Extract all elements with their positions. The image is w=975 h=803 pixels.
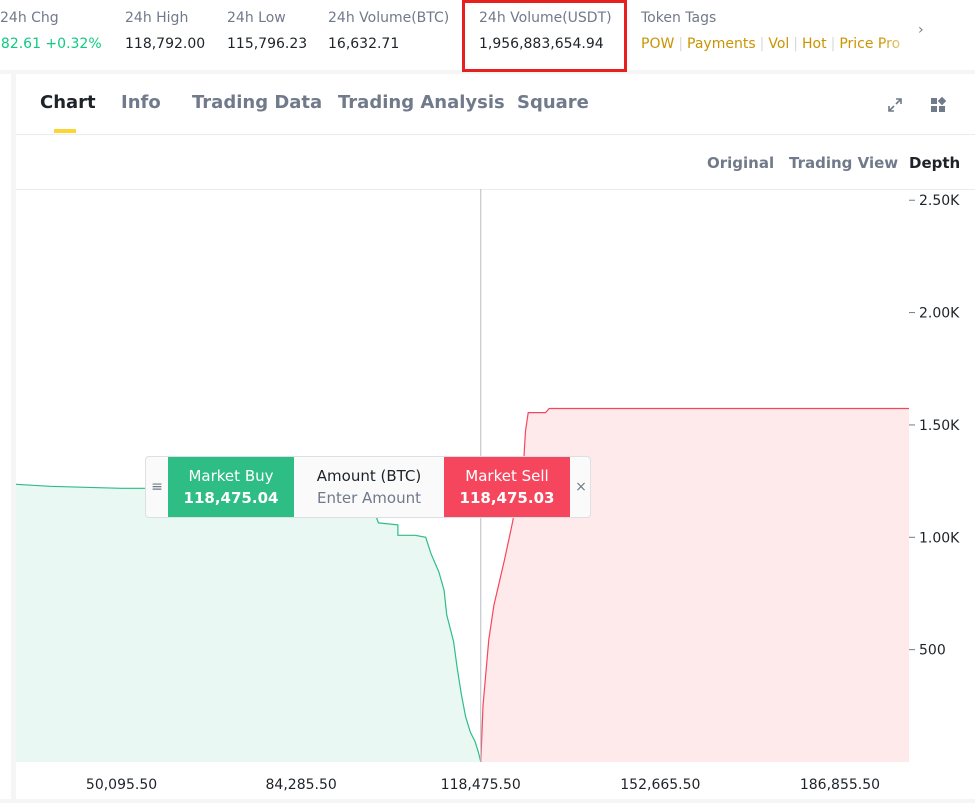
view-trading-view[interactable]: Trading View [789, 154, 899, 172]
tab-trading-analysis[interactable]: Trading Analysis [338, 92, 505, 113]
token-tags: Token Tags POW | Payments | Vol | Hot | Price Pr… [641, 10, 916, 52]
stat-change: 24h Chg 382.61 +0.32% [0, 10, 102, 52]
stat-value: 382.61 +0.32% [0, 36, 102, 52]
x-tick-label: 84,285.50 [266, 777, 337, 793]
stat-volume-btc: 24h Volume(BTC) 16,632.71 [328, 10, 449, 52]
amount-section: Amount (BTC) [294, 457, 444, 517]
drag-handle-icon[interactable]: ≡ [151, 479, 163, 495]
highlight-box [462, 0, 627, 72]
market-buy-label: Market Buy [188, 467, 274, 485]
view-switcher: Original Trading View Depth [16, 134, 975, 190]
tags-fade [880, 36, 920, 62]
y-tick-label: 500 [919, 643, 946, 659]
y-tick-label: 2.00K [919, 306, 960, 322]
tag-item[interactable]: Hot [802, 36, 827, 52]
chevron-right-icon[interactable]: › [918, 22, 924, 38]
y-tick-label: 1.50K [919, 418, 960, 434]
tab-info[interactable]: Info [121, 92, 161, 113]
chart-panel: Chart Info Trading Data Trading Analysis… [15, 74, 975, 799]
amount-input[interactable] [299, 489, 439, 507]
stat-label: 24h Volume(BTC) [328, 10, 450, 26]
depth-chart[interactable]: 2.50K 2.00K 1.50K 1.00K 500 50,095.50 84,285.5… [15, 189, 975, 799]
ticker-bar: 24h Chg 382.61 +0.32% 24h High 118,792.0… [0, 0, 975, 72]
tag-item[interactable]: Vol [768, 36, 790, 52]
stat-high: 24h High 118,792.00 [125, 10, 205, 52]
tab-trading-data[interactable]: Trading Data [192, 92, 323, 113]
market-buy-price: 118,475.04 [183, 489, 279, 507]
x-tick-label: 118,475.50 [441, 777, 521, 793]
stat-value: 118,792.00 [125, 36, 206, 52]
tag-separator: | [830, 36, 836, 52]
token-tags-list: POW | Payments | Vol | Hot | Price Pro [641, 36, 916, 52]
tag-separator: | [759, 36, 765, 52]
view-depth[interactable]: Depth [909, 154, 961, 172]
market-order-toolbox: ≡ Market Buy 118,475.04 Amount (BTC) Mar… [145, 456, 591, 518]
stat-label: 24h Chg [0, 10, 59, 26]
tag-item[interactable]: POW [641, 36, 675, 52]
market-sell-price: 118,475.03 [459, 489, 555, 507]
stat-low: 24h Low 115,796.23 [227, 10, 307, 52]
market-buy-button[interactable]: Market Buy 118,475.04 [168, 457, 294, 517]
depth-chart-svg: 2.50K 2.00K 1.50K 1.00K 500 50,095.50 84,285.5… [15, 189, 960, 793]
tab-chart[interactable]: Chart [40, 92, 96, 113]
market-sell-label: Market Sell [465, 467, 549, 485]
stat-value: 115,796.23 [227, 36, 308, 52]
y-tick-label: 2.50K [919, 193, 960, 209]
stat-value: 1,956,883,654.94 [479, 36, 604, 52]
stat-label: 24h Volume(USDT) [479, 10, 612, 26]
stat-label: 24h High [125, 10, 189, 26]
grid-icon[interactable] [929, 96, 947, 118]
x-tick-label: 50,095.50 [86, 777, 157, 793]
view-original[interactable]: Original [707, 154, 775, 172]
x-tick-label: 152,665.50 [620, 777, 700, 793]
tag-separator: | [678, 36, 684, 52]
amount-label: Amount (BTC) [316, 467, 422, 485]
stat-value: 16,632.71 [328, 36, 400, 52]
x-tick-label: 186,855.50 [800, 777, 880, 793]
market-sell-button[interactable]: Market Sell 118,475.03 [444, 457, 570, 517]
y-tick-label: 1.00K [919, 530, 960, 546]
active-tab-indicator [54, 129, 76, 133]
stat-label: 24h Low [227, 10, 286, 26]
bid-depth-area [16, 484, 481, 762]
tag-separator: | [793, 36, 799, 52]
left-panel-edge [0, 74, 11, 799]
tab-square[interactable]: Square [517, 92, 589, 113]
tag-item[interactable]: Payments [687, 36, 756, 52]
token-tags-label: Token Tags [641, 10, 717, 26]
close-icon[interactable]: × [575, 479, 587, 495]
expand-icon[interactable] [886, 96, 904, 118]
tab-bar: Chart Info Trading Data Trading Analysis… [16, 74, 975, 135]
stat-volume-usdt: 24h Volume(USDT) 1,956,883,654.94 [479, 10, 612, 52]
